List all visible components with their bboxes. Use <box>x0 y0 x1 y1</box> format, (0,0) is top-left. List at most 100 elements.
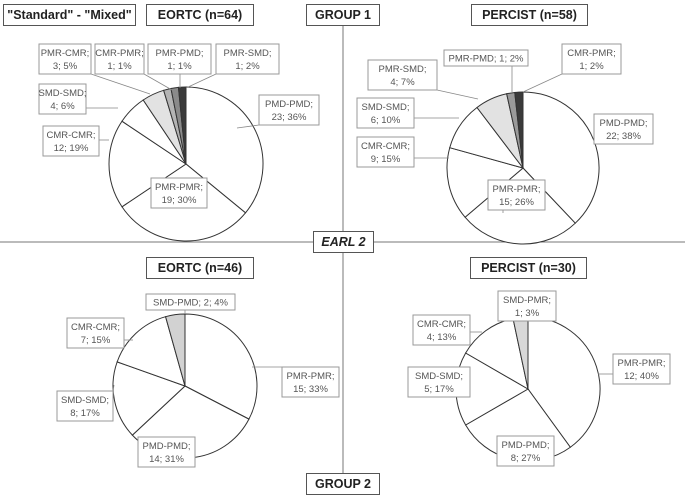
slice-label-name: CMR-PMR; <box>95 48 144 59</box>
slice-label-name: SMD-SMD; <box>361 102 409 113</box>
slice-label-text: PMR-PMD; 1; 2% <box>449 54 525 65</box>
slice-label-value: 3; 5% <box>53 61 78 72</box>
slice-label-value: 4; 13% <box>427 332 457 343</box>
slice-label-smd-smd: SMD-SMD; 6; 10% <box>356 97 459 129</box>
slice-label-cmr-pmr: CMR-PMR; 1; 2% <box>522 43 622 93</box>
slice-label-name: PMR-PMR; <box>617 358 665 369</box>
pie-chart-2: PMD-PMD; 22; 38% PMR-PMR; 15; 26% CMR-CMR; 9;… <box>356 43 654 245</box>
pie-slice-cmr-cmr <box>116 316 186 387</box>
pie-chart-4: PMR-PMR; 12; 40% PMD-PMD; 8; 27% SMD-SMD; 5; … <box>407 290 671 467</box>
slice-label-value: 15; 33% <box>293 384 328 395</box>
slice-label-name: PMR-PMR; <box>155 182 203 193</box>
pie-slice-pmr-smd <box>177 86 187 165</box>
slice-label-name: PMD-PMD; <box>599 118 647 129</box>
slice-label-value: 4; 6% <box>50 101 75 112</box>
label-box <box>38 83 87 115</box>
slice-label-value: 1; 1% <box>167 61 192 72</box>
slice-label-name: PMR-CMR; <box>41 48 90 59</box>
group-2-label: GROUP 2 <box>306 473 380 495</box>
label-box <box>56 390 114 422</box>
label-box <box>443 49 529 67</box>
slice-label-value: 23; 36% <box>272 112 307 123</box>
slice-label-pmr-smd: PMR-SMD; 4; 7% <box>367 59 479 100</box>
slice-label-value: 7; 15% <box>81 335 111 346</box>
slice-label-name: PMR-PMD; <box>155 48 203 59</box>
slice-label-name: SMD-SMD; <box>38 88 86 99</box>
slice-label-smd-pmr: SMD-PMR; 1; 3% <box>497 290 557 322</box>
slice-label-name: PMD-PMD; <box>142 441 190 452</box>
slice-label-pmr-pmr: PMR-PMR; 12; 40% <box>598 353 671 385</box>
slice-label-value: 15; 26% <box>499 197 534 208</box>
slice-label-value: 9; 15% <box>371 154 401 165</box>
label-box <box>412 314 471 346</box>
chart-title-eortc-group1: EORTC (n=64) <box>146 4 254 26</box>
slice-label-cmr-cmr: CMR-CMR; 9; 15% <box>356 136 449 168</box>
slice-label-smd-smd: SMD-SMD; 4; 6% <box>38 83 118 115</box>
slice-label-value: 8; 27% <box>511 453 541 464</box>
pie-chart-1: PMD-PMD; 23; 36% PMR-PMR; 19; 30% CMR-CMR; 12… <box>38 43 320 242</box>
pie-charts: PMD-PMD; 23; 36% PMR-PMR; 19; 30% CMR-CMR; 12… <box>38 43 671 468</box>
label-box <box>612 353 671 385</box>
slice-label-smd-smd: SMD-SMD; 8; 17% <box>56 384 115 422</box>
pie-slice-pmd-pmd <box>185 86 264 214</box>
slice-label-cmr-cmr: CMR-CMR; 4; 13% <box>412 314 482 346</box>
slice-label-name: PMR-SMD; <box>223 48 271 59</box>
slice-label-pmr-pmd: PMR-PMD; 1; 2% <box>443 49 529 92</box>
slice-label-text: SMD-PMD; 2; 4% <box>153 298 229 309</box>
slice-label-value: 19; 30% <box>162 195 197 206</box>
slice-label-value: 14; 31% <box>149 454 184 465</box>
label-box <box>367 59 438 91</box>
pie-slice-smd-smd <box>112 361 186 436</box>
slice-label-name: CMR-CMR; <box>46 130 95 141</box>
slice-label-name: SMD-SMD; <box>415 371 463 382</box>
group-1-label: GROUP 1 <box>306 4 380 26</box>
slice-label-name: SMD-PMR; <box>503 295 551 306</box>
leader-line <box>185 73 217 89</box>
leader-line <box>236 124 260 129</box>
pie-chart-3: PMR-PMR; 15; 33% PMD-PMD; 14; 31% SMD-SMD; 8;… <box>56 293 340 468</box>
slice-label-pmd-pmd: PMD-PMD; 14; 31% <box>137 436 196 468</box>
slice-label-name: PMR-SMD; <box>378 64 426 75</box>
legend-standard-mixed: "Standard" - "Mixed" <box>3 4 136 26</box>
label-box <box>42 125 100 157</box>
leader-line <box>90 73 151 95</box>
label-box <box>147 43 212 75</box>
chart-title-percist-group1: PERCIST (n=58) <box>471 4 588 26</box>
label-box <box>137 436 196 468</box>
label-box <box>94 43 145 75</box>
slice-label-smd-pmd: SMD-PMD; 2; 4% <box>145 293 236 314</box>
label-box <box>497 290 557 322</box>
slice-label-cmr-cmr: CMR-CMR; 12; 19% <box>42 125 109 157</box>
label-box <box>496 435 555 467</box>
label-box <box>561 43 622 75</box>
pie-slice-cmr-pmr <box>514 91 524 169</box>
slice-label-name: CMR-CMR; <box>417 319 466 330</box>
slice-label-value: 6; 10% <box>371 115 401 126</box>
leader-line <box>112 384 115 392</box>
slice-label-pmr-cmr: PMR-CMR; 3; 5% <box>38 43 151 95</box>
pie-slice-cmr-cmr <box>108 120 187 208</box>
slice-label-cmr-cmr: CMR-CMR; 7; 15% <box>66 317 133 349</box>
chart-title-eortc-group2: EORTC (n=46) <box>146 257 254 279</box>
label-box <box>150 177 208 209</box>
slice-label-name: PMD-PMD; <box>501 440 549 451</box>
slice-label-value: 4; 7% <box>390 77 415 88</box>
slice-label-pmr-smd: PMR-SMD; 1; 2% <box>185 43 280 89</box>
pie-slice-pmr-pmr <box>184 313 258 420</box>
slice-label-pmr-pmd: PMR-PMD; 1; 1% <box>147 43 212 88</box>
slice-label-cmr-pmr: CMR-PMR; 1; 1% <box>94 43 173 91</box>
slice-label-name: CMR-CMR; <box>71 322 120 333</box>
slice-label-name: PMR-PMR; <box>492 184 540 195</box>
label-box <box>356 136 415 168</box>
slice-label-value: 22; 38% <box>606 131 641 142</box>
slice-label-name: PMR-PMR; <box>286 371 334 382</box>
slice-label-value: 5; 17% <box>424 384 454 395</box>
pie-slice-cmr-cmr <box>446 147 525 218</box>
label-box <box>215 43 280 75</box>
slice-label-value: 1; 3% <box>515 308 540 319</box>
label-box <box>66 317 125 349</box>
label-box <box>145 293 236 311</box>
slice-label-pmr-pmr: PMR-PMR; 15; 26% <box>487 179 546 213</box>
slice-label-pmr-pmr: PMR-PMR; 15; 33% <box>252 366 340 398</box>
